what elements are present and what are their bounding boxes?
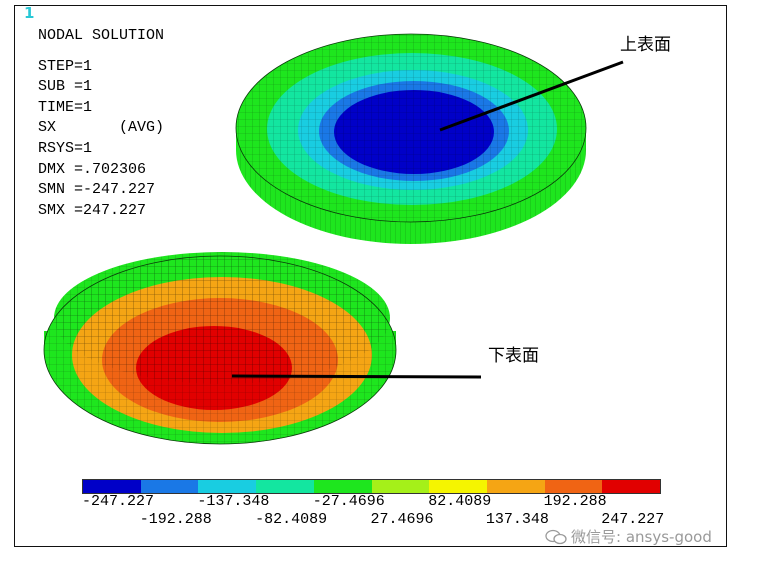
legend-swatch	[544, 480, 603, 493]
legend-swatch	[371, 480, 430, 493]
info-step: STEP=1	[38, 57, 93, 75]
info-time: TIME=1	[38, 98, 93, 116]
legend-swatch	[429, 480, 487, 493]
legend-tick-label: -27.4696	[312, 493, 385, 510]
info-dmx: DMX =.702306	[38, 160, 147, 178]
legend-swatch	[83, 480, 141, 493]
upper-surface-label: 上表面	[620, 35, 671, 55]
info-title: NODAL SOLUTION	[38, 27, 165, 44]
info-smx: SMX =247.227	[38, 201, 147, 219]
window-number: 1	[24, 4, 35, 22]
legend-swatch	[198, 480, 257, 493]
legend-swatch	[486, 480, 545, 493]
legend-tick-label: 137.348	[485, 511, 549, 528]
legend-tick-label: -82.4089	[255, 511, 328, 528]
legend-tick-label: 27.4696	[370, 511, 434, 528]
wechat-icon	[545, 529, 567, 544]
lower-leader-line	[231, 374, 482, 379]
lower-surface-label: 下表面	[488, 346, 539, 366]
info-item: SX (AVG)	[38, 119, 165, 137]
watermark: 微信号: ansys-good	[545, 526, 712, 547]
legend-labels-top: -247.227 -137.348 -27.4696 82.4089 192.288	[0, 493, 760, 511]
solution-info-panel: NODAL SOLUTION STEP=1 SUB =1 TIME=1 SX (…	[38, 26, 164, 221]
upper-disk	[235, 33, 587, 244]
legend-swatch	[313, 480, 372, 493]
info-sub: SUB =1	[38, 78, 93, 96]
legend-tick-label: 192.288	[543, 493, 607, 510]
legend-tick-label: -192.288	[139, 511, 212, 528]
color-legend-bar	[82, 479, 661, 494]
upper-leader-line	[439, 60, 624, 132]
legend-swatch	[140, 480, 199, 493]
info-rsys: RSYS=1	[38, 139, 93, 157]
legend-labels-bottom: -192.288 -82.4089 27.4696 137.348 247.227	[0, 511, 760, 529]
legend-swatch	[256, 480, 314, 493]
legend-tick-label: -137.348	[197, 493, 270, 510]
legend-tick-label: 82.4089	[428, 493, 492, 510]
legend-swatch	[602, 480, 661, 493]
lower-disk	[43, 252, 397, 445]
legend-tick-label: -247.227	[82, 493, 155, 510]
legend-tick-label: 247.227	[601, 511, 665, 528]
watermark-text: 微信号: ansys-good	[571, 528, 712, 546]
info-smn: SMN =-247.227	[38, 181, 156, 199]
